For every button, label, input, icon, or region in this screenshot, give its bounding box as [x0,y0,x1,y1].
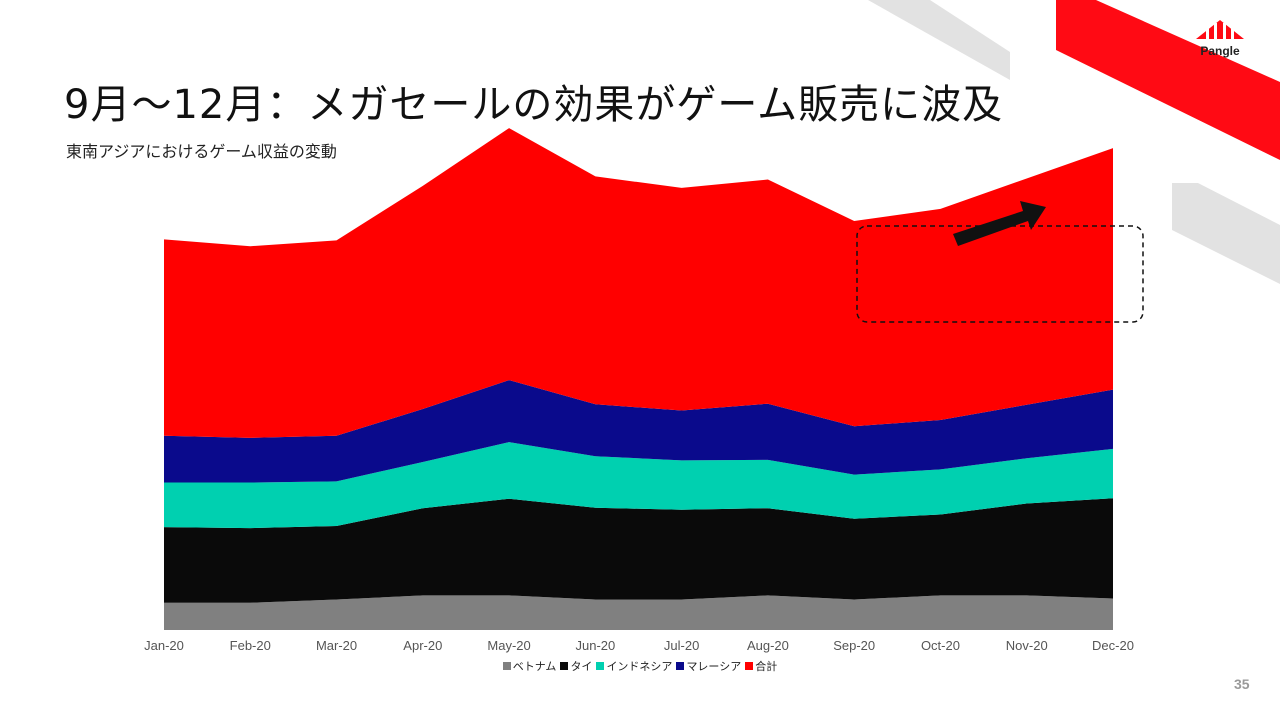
x-tick-label: Nov-20 [1006,638,1048,653]
x-tick-label: Oct-20 [921,638,960,653]
gray-stripe-bottom [1172,183,1280,284]
legend-label: ベトナム [512,660,557,673]
x-tick-label: Apr-20 [403,638,442,653]
x-tick-label: Jan-20 [144,638,184,653]
x-tick-label: Sep-20 [833,638,875,653]
page-number: 35 [1234,676,1250,692]
legend-swatch [596,662,605,670]
legend-swatch [676,662,685,670]
x-tick-label: May-20 [487,638,530,653]
x-tick-label: Jun-20 [575,638,615,653]
logo-mark-icon [1196,20,1244,39]
x-tick-label: Feb-20 [230,638,271,653]
legend-item-0: ベトナム [502,658,557,674]
x-tick-label: Mar-20 [316,638,357,653]
x-axis-ticks: Jan-20 Feb-20 Mar-20 Apr-20 May-20 Jun-20 Jul-… [144,638,1134,653]
chart-areas [164,128,1113,630]
area-series-1 [164,498,1113,603]
legend-item-3: マレーシア [676,658,741,674]
area-series-2 [164,442,1113,529]
legend-swatch [560,662,569,670]
x-tick-label: Aug-20 [747,638,789,653]
legend-item-2: インドネシア [596,658,672,674]
trend-arrow-icon [953,201,1046,246]
logo-text: Pangle [1200,44,1240,58]
red-stripe [1056,0,1280,160]
area-series-0 [164,595,1113,630]
legend-item-1: タイ [560,658,592,674]
legend-swatch [502,662,511,670]
chart-legend: ベトナム タイ インドネシア マレーシア 合計 [0,658,1280,674]
pangle-logo: Pangle [1192,18,1248,58]
legend-item-4: 合計 [745,658,777,674]
area-series-3 [164,380,1113,483]
legend-label: タイ [570,660,593,673]
slide-subtitle: 東南アジアにおけるゲーム収益の変動 [66,142,337,161]
legend-label: マレーシア [686,660,742,673]
legend-label: 合計 [755,660,778,673]
gray-stripe-top [868,0,1010,80]
chart-annotation [856,201,1144,323]
legend-swatch [745,662,754,670]
area-series-4 [164,128,1113,438]
highlight-box [856,225,1144,323]
slide-title: 9月～12月：メガセールの効果がゲーム販売に波及 [64,82,1004,128]
x-tick-label: Jul-20 [664,638,699,653]
x-tick-label: Dec-20 [1092,638,1134,653]
legend-label: インドネシア [606,660,673,673]
